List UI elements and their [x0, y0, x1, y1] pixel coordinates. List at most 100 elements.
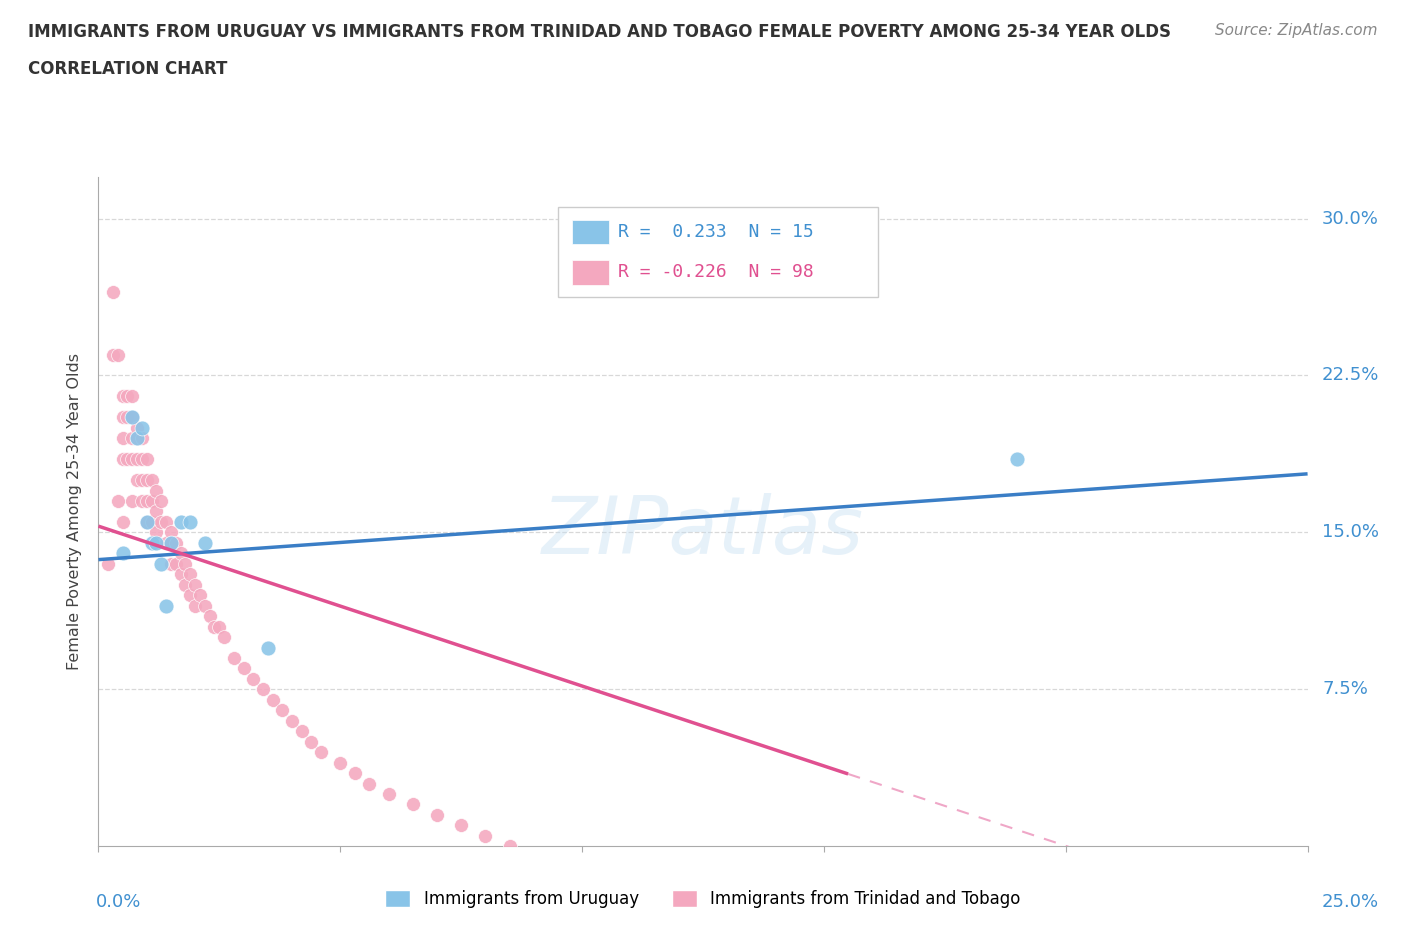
Text: 30.0%: 30.0%	[1322, 209, 1379, 228]
Point	[111, 514, 134, 529]
Point	[426, 807, 449, 822]
Point	[150, 494, 173, 509]
Point	[97, 556, 120, 571]
Point	[111, 431, 134, 445]
Point	[101, 347, 124, 362]
Point	[121, 452, 143, 467]
Point	[131, 472, 153, 487]
Point	[131, 452, 153, 467]
Point	[523, 849, 546, 864]
FancyBboxPatch shape	[558, 206, 879, 298]
Text: R = -0.226  N = 98: R = -0.226 N = 98	[619, 263, 814, 282]
Point	[150, 514, 173, 529]
Point	[619, 881, 641, 896]
Point	[359, 776, 381, 790]
Point	[135, 494, 157, 509]
Point	[169, 567, 191, 582]
Point	[184, 598, 207, 613]
Point	[145, 504, 167, 519]
Point	[107, 347, 129, 362]
Bar	[572, 260, 609, 285]
Point	[204, 619, 226, 634]
Point	[1007, 452, 1029, 467]
Point	[271, 703, 294, 718]
Point	[222, 651, 245, 666]
Point	[155, 598, 177, 613]
Point	[160, 536, 183, 551]
Point	[141, 494, 163, 509]
Point	[498, 839, 520, 854]
Point	[450, 818, 472, 833]
Point	[160, 556, 183, 571]
Text: ZIPatlas: ZIPatlas	[541, 493, 865, 571]
Point	[117, 389, 139, 404]
Text: 25.0%: 25.0%	[1322, 893, 1379, 911]
Point	[179, 567, 201, 582]
Text: IMMIGRANTS FROM URUGUAY VS IMMIGRANTS FROM TRINIDAD AND TOBAGO FEMALE POVERTY AM: IMMIGRANTS FROM URUGUAY VS IMMIGRANTS FR…	[28, 23, 1171, 41]
Point	[150, 556, 173, 571]
Point	[184, 578, 207, 592]
Point	[765, 912, 787, 927]
Point	[131, 494, 153, 509]
Point	[377, 787, 399, 802]
Point	[111, 452, 134, 467]
Point	[329, 755, 352, 770]
Text: 0.0%: 0.0%	[96, 893, 142, 911]
Point	[127, 452, 149, 467]
Point	[117, 410, 139, 425]
Point	[121, 431, 143, 445]
Point	[107, 494, 129, 509]
Point	[668, 891, 690, 906]
Y-axis label: Female Poverty Among 25-34 Year Olds: Female Poverty Among 25-34 Year Olds	[67, 353, 83, 670]
Point	[179, 514, 201, 529]
Point	[127, 431, 149, 445]
Point	[111, 410, 134, 425]
Point	[135, 452, 157, 467]
Point	[252, 682, 274, 697]
Point	[101, 285, 124, 299]
Point	[198, 609, 221, 624]
Point	[121, 410, 143, 425]
Point	[256, 640, 278, 655]
Point	[117, 452, 139, 467]
Point	[813, 923, 835, 930]
Point	[135, 472, 157, 487]
Point	[343, 765, 366, 780]
Point	[155, 514, 177, 529]
Point	[290, 724, 312, 738]
Point	[309, 745, 332, 760]
Point	[141, 472, 163, 487]
Point	[232, 661, 254, 676]
Text: 15.0%: 15.0%	[1322, 524, 1379, 541]
Point	[127, 431, 149, 445]
Legend: Immigrants from Uruguay, Immigrants from Trinidad and Tobago: Immigrants from Uruguay, Immigrants from…	[378, 884, 1028, 915]
Point	[165, 556, 187, 571]
Text: Source: ZipAtlas.com: Source: ZipAtlas.com	[1215, 23, 1378, 38]
Point	[262, 692, 284, 708]
Point	[474, 829, 496, 844]
Point	[127, 472, 149, 487]
Text: 22.5%: 22.5%	[1322, 366, 1379, 384]
Point	[194, 598, 217, 613]
Point	[281, 713, 304, 728]
Point	[174, 578, 197, 592]
Point	[571, 870, 593, 885]
Text: 7.5%: 7.5%	[1322, 681, 1368, 698]
Point	[194, 536, 217, 551]
Bar	[572, 220, 609, 245]
Point	[145, 525, 167, 540]
Point	[141, 536, 163, 551]
Point	[131, 431, 153, 445]
Point	[716, 902, 738, 917]
Point	[242, 671, 264, 686]
Point	[145, 536, 167, 551]
Point	[135, 514, 157, 529]
Point	[121, 494, 143, 509]
Point	[127, 420, 149, 435]
Point	[141, 514, 163, 529]
Point	[135, 514, 157, 529]
Point	[169, 514, 191, 529]
Point	[160, 536, 183, 551]
Point	[111, 546, 134, 561]
Text: R =  0.233  N = 15: R = 0.233 N = 15	[619, 223, 814, 241]
